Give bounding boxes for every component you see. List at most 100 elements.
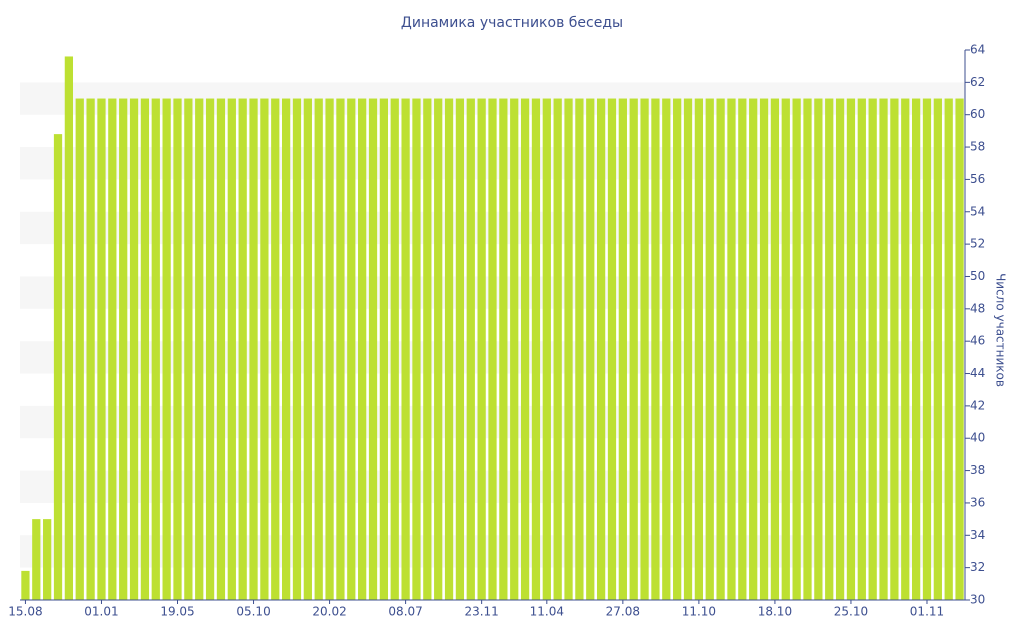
bar xyxy=(553,98,562,600)
bar xyxy=(32,519,41,600)
bar xyxy=(412,98,421,600)
bar xyxy=(879,98,888,600)
bar xyxy=(184,98,193,600)
bar xyxy=(249,98,258,600)
y-tick-label: 54 xyxy=(970,204,985,218)
bar xyxy=(227,98,236,600)
bar xyxy=(368,98,378,600)
bar xyxy=(673,98,682,600)
y-tick-label: 30 xyxy=(970,593,985,607)
bar xyxy=(759,98,769,600)
bar xyxy=(586,98,595,600)
y-tick-label: 34 xyxy=(970,528,985,542)
bar xyxy=(119,98,128,600)
bar xyxy=(955,98,964,600)
bar xyxy=(271,98,280,600)
x-tick-label: 20.02 xyxy=(312,605,346,619)
bar xyxy=(86,98,95,600)
y-tick-label: 52 xyxy=(970,237,985,251)
bar xyxy=(520,98,530,600)
chart-title: Динамика участников беседы xyxy=(401,15,623,31)
bar xyxy=(607,98,617,600)
bar xyxy=(140,98,150,600)
bar xyxy=(933,98,942,600)
x-tick-label: 01.11 xyxy=(910,605,944,619)
bar xyxy=(444,98,454,600)
bar xyxy=(303,98,312,600)
bar xyxy=(434,98,443,600)
bar xyxy=(542,98,551,600)
x-tick-label: 23.11 xyxy=(464,605,498,619)
bar xyxy=(53,134,63,600)
bar xyxy=(292,98,302,600)
bar xyxy=(629,98,638,600)
bar xyxy=(738,98,747,600)
y-tick-label: 50 xyxy=(970,269,985,283)
bar xyxy=(575,98,584,600)
x-tick-label: 08.07 xyxy=(388,605,422,619)
bar xyxy=(238,98,247,600)
bar xyxy=(683,98,693,600)
x-tick-label: 01.01 xyxy=(84,605,118,619)
bar xyxy=(781,98,790,600)
y-tick-label: 36 xyxy=(970,495,985,509)
bar xyxy=(727,98,736,600)
bar xyxy=(488,98,497,600)
y-tick-label: 32 xyxy=(970,560,985,574)
bar xyxy=(195,98,204,600)
bar xyxy=(825,98,834,600)
bar xyxy=(618,98,627,600)
bar xyxy=(21,570,30,600)
bar xyxy=(390,98,399,600)
bar xyxy=(651,98,660,600)
bar xyxy=(846,98,856,600)
bar xyxy=(281,98,291,600)
bar xyxy=(216,98,226,600)
x-tick-label: 27.08 xyxy=(606,605,640,619)
bar xyxy=(694,98,704,600)
bar xyxy=(466,98,475,600)
bar xyxy=(792,98,801,600)
bar xyxy=(260,98,269,600)
y-tick-label: 46 xyxy=(970,334,985,348)
y-tick-label: 56 xyxy=(970,172,985,186)
bar xyxy=(564,98,573,600)
bar xyxy=(401,98,410,600)
bar xyxy=(531,98,541,600)
y-axis-label: Число участников xyxy=(994,273,1008,387)
bar xyxy=(75,98,84,600)
bar xyxy=(108,98,117,600)
bar xyxy=(64,56,74,601)
bar xyxy=(423,98,432,600)
bar xyxy=(944,98,953,600)
x-tick-label: 19.05 xyxy=(160,605,194,619)
bar xyxy=(911,98,921,600)
y-tick-label: 44 xyxy=(970,366,985,380)
bar xyxy=(901,98,910,600)
bar xyxy=(477,98,486,600)
bar xyxy=(814,98,823,600)
bar xyxy=(640,98,649,600)
x-tick-label: 05.10 xyxy=(236,605,270,619)
bar xyxy=(314,98,323,600)
y-tick-label: 64 xyxy=(970,43,985,57)
bar xyxy=(151,98,160,600)
bar xyxy=(803,98,812,600)
y-tick-label: 42 xyxy=(970,398,985,412)
x-tick-label: 18.10 xyxy=(758,605,792,619)
x-tick-label: 11.04 xyxy=(530,605,564,619)
bar xyxy=(325,98,334,600)
bar xyxy=(705,98,714,600)
bar xyxy=(749,98,758,600)
bar xyxy=(499,98,508,600)
y-tick-label: 40 xyxy=(970,431,985,445)
bar xyxy=(662,98,671,600)
bar xyxy=(97,98,106,600)
bar xyxy=(455,98,465,600)
bar xyxy=(890,98,899,600)
bar xyxy=(835,98,845,600)
y-tick-label: 62 xyxy=(970,75,985,89)
bar xyxy=(868,98,877,600)
bar xyxy=(336,98,345,600)
